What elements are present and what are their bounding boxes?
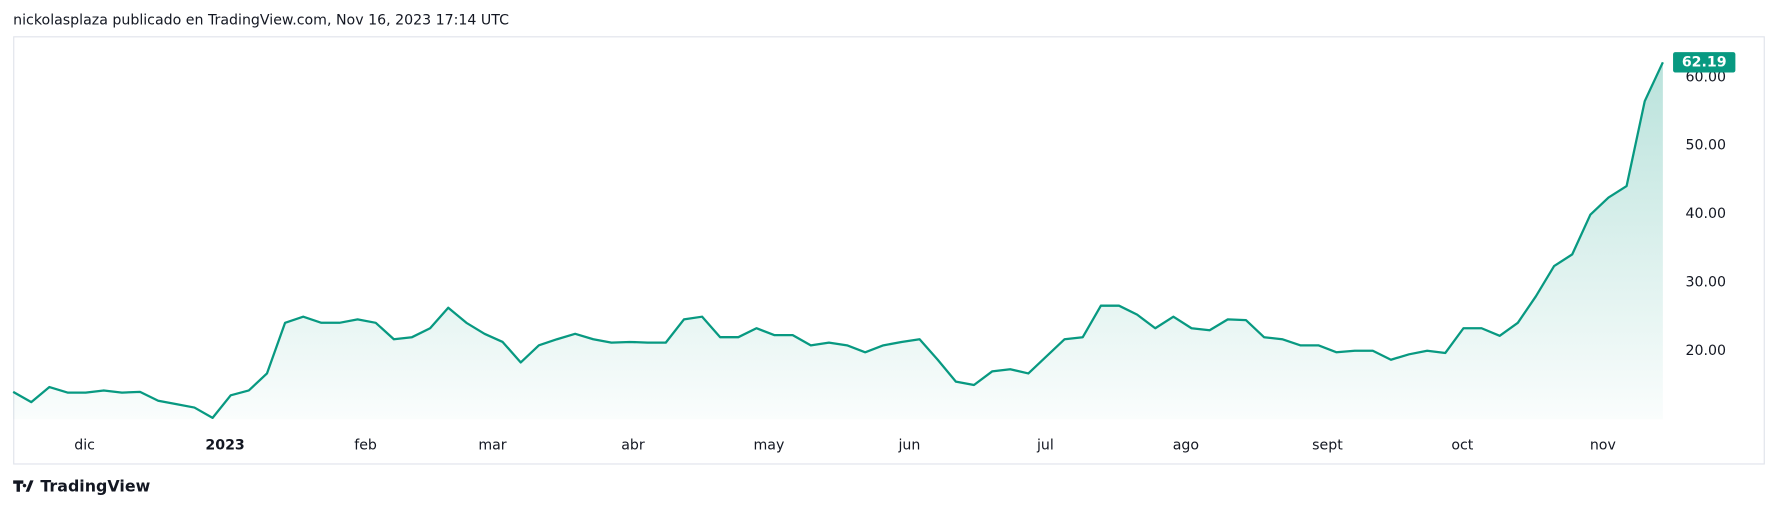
- logo: [13, 480, 34, 492]
- y-tick-label: 50.00: [1686, 138, 1727, 154]
- x-tick-label: abr: [621, 437, 645, 453]
- x-tick-label: ago: [1173, 437, 1199, 453]
- x-tick-label: jul: [1036, 437, 1054, 453]
- x-tick-label: jun: [897, 437, 920, 453]
- area: [13, 62, 1663, 420]
- y-tick-label: 20.00: [1686, 343, 1727, 359]
- x-tick-label: mar: [478, 437, 506, 453]
- y-tick-label: 40.00: [1686, 206, 1727, 222]
- x-tick-label: dic: [74, 437, 95, 453]
- last-price-box: [1673, 52, 1736, 73]
- header-text: nickolasplaza publicado en TradingView.c…: [13, 12, 509, 28]
- x-tick-label: 2023: [205, 437, 244, 453]
- last-price-label: 62.19: [1682, 54, 1727, 70]
- y-tick-label: 60.00: [1686, 69, 1727, 85]
- price-line: [12, 61, 1664, 419]
- x-tick-label: sept: [1312, 437, 1343, 453]
- x-tick-label: may: [754, 437, 785, 453]
- x-tick-label: feb: [354, 437, 377, 453]
- x-tick-label: nov: [1590, 437, 1616, 453]
- x-tick-label: oct: [1451, 437, 1473, 453]
- footer-brand: TradingView: [40, 477, 150, 496]
- y-tick-label: 30.00: [1686, 274, 1727, 290]
- chart-frame: [13, 36, 1765, 465]
